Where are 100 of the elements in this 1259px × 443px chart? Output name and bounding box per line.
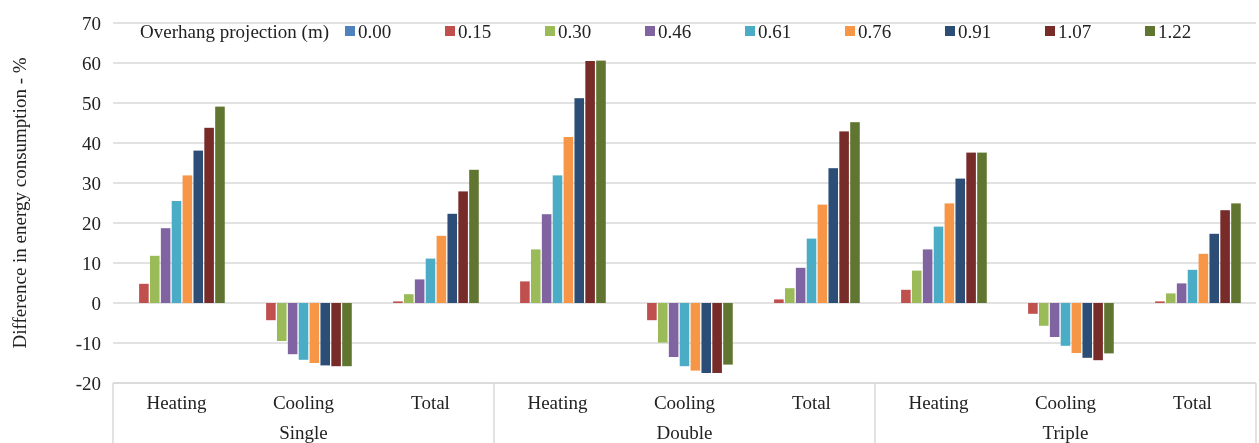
- bar: [901, 289, 911, 303]
- text: Single: [279, 422, 328, 443]
- x-tick-label: Cooling: [272, 392, 335, 413]
- bar: [403, 294, 414, 303]
- bar: [530, 249, 541, 303]
- y-tick-label: -20: [75, 372, 101, 394]
- bar: [1038, 303, 1049, 326]
- bar: [795, 267, 806, 303]
- bar: [266, 303, 276, 321]
- bar: [1060, 303, 1071, 346]
- bar: [1104, 303, 1114, 354]
- y-tick-label: 10: [82, 252, 101, 274]
- x-tick-label: Total: [411, 392, 450, 413]
- bar: [1198, 253, 1209, 303]
- bar: [585, 61, 595, 303]
- bar: [1187, 269, 1198, 303]
- bar: [574, 98, 585, 303]
- bar: [320, 303, 331, 366]
- bar: [342, 303, 352, 367]
- y-tick-label: 30: [82, 172, 101, 194]
- bar: [690, 303, 701, 371]
- legend-label: 0.30: [558, 21, 592, 42]
- legend-label: 0.76: [858, 21, 892, 42]
- y-tick-label: 20: [82, 212, 101, 234]
- bar: [149, 255, 160, 303]
- bar: [806, 238, 817, 303]
- x-tick-label: Heating: [908, 392, 970, 413]
- bar: [287, 303, 298, 355]
- bar: [1176, 283, 1187, 303]
- bar: [828, 168, 839, 303]
- x-tick-label: Heating: [146, 392, 208, 413]
- bar: [784, 288, 795, 303]
- bar: [425, 258, 436, 303]
- bar: [447, 213, 458, 303]
- bar: [966, 152, 976, 303]
- bar: [204, 127, 214, 303]
- bar: [668, 303, 679, 357]
- legend-label: 1.07: [1058, 21, 1092, 42]
- bar: [933, 226, 944, 303]
- bar: [469, 169, 479, 303]
- bar: [215, 106, 225, 303]
- bar: [276, 303, 287, 341]
- legend-title: Overhang projection (m): [140, 21, 329, 43]
- bar: [922, 249, 933, 303]
- bar: [160, 228, 171, 303]
- bar: [309, 303, 320, 363]
- legend-label: 0.15: [458, 21, 492, 42]
- bar: [171, 201, 182, 303]
- text: Triple: [1042, 422, 1089, 443]
- bar: [541, 214, 552, 303]
- x-tick-label: Total: [792, 392, 831, 413]
- bar: [298, 303, 309, 360]
- bar: [563, 137, 574, 303]
- bar: [1165, 293, 1176, 303]
- bar: [1231, 203, 1241, 303]
- bar: [850, 122, 860, 303]
- bar: [839, 131, 849, 303]
- text: Double: [656, 422, 713, 443]
- bar: [657, 303, 668, 343]
- bar: [331, 303, 341, 367]
- legend-label: 0.46: [658, 21, 692, 42]
- bar: [1093, 303, 1103, 361]
- bar: [1028, 303, 1038, 314]
- bar: [1220, 210, 1230, 303]
- x-tick-label: Total: [1173, 392, 1212, 413]
- y-tick-label: 0: [91, 292, 101, 314]
- bar: [193, 150, 204, 303]
- bar: [139, 283, 149, 303]
- bar: [552, 175, 563, 303]
- bar: [955, 178, 966, 303]
- bar: [1071, 303, 1082, 353]
- bar: [596, 60, 606, 303]
- legend-label: 1.22: [1158, 21, 1192, 42]
- bar: [817, 204, 828, 303]
- y-tick-label: 50: [82, 92, 101, 114]
- y-axis-title: Difference in energy consumption - %: [9, 57, 30, 349]
- y-tick-label: 70: [82, 12, 101, 34]
- bar: [436, 235, 447, 303]
- y-tick-label: 60: [82, 52, 101, 74]
- bar: [977, 152, 987, 303]
- x-tick-label: Cooling: [1034, 392, 1097, 413]
- y-tick-label: 40: [82, 132, 101, 154]
- bar: [520, 281, 530, 303]
- bar: [1082, 303, 1093, 358]
- bar: [944, 203, 955, 303]
- bar: [701, 303, 712, 373]
- legend-label: 0.91: [958, 21, 992, 42]
- bar: [1209, 233, 1220, 303]
- bar: [1049, 303, 1060, 337]
- bar: [774, 299, 784, 303]
- bar: [458, 191, 468, 303]
- bar: [723, 303, 733, 365]
- bar: [414, 279, 425, 303]
- bar: [647, 303, 657, 321]
- bar: [911, 270, 922, 303]
- bar: [182, 175, 193, 303]
- x-tick-label: Cooling: [653, 392, 716, 413]
- bar: [712, 303, 722, 373]
- legend-label: 0.00: [358, 21, 392, 42]
- bar: [679, 303, 690, 367]
